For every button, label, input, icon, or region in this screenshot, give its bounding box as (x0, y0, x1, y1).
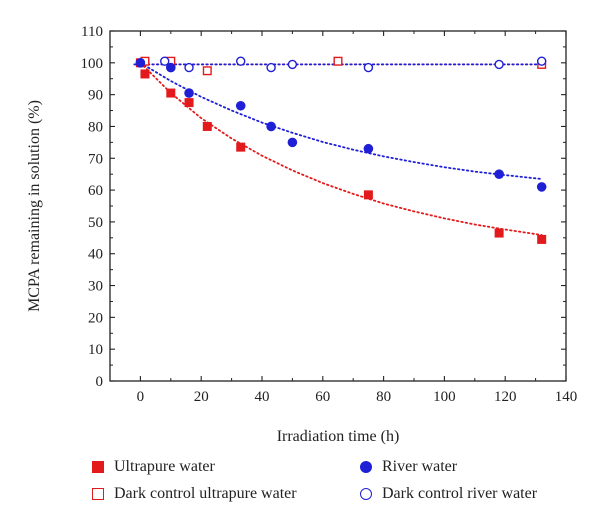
x-tick-label: 80 (376, 389, 391, 405)
data-point (266, 121, 276, 132)
data-point (333, 56, 343, 66)
plot-area-frame (109, 30, 567, 382)
x-tick-label: 40 (255, 389, 270, 405)
data-point (494, 169, 504, 179)
x-tick-label: 140 (555, 389, 578, 405)
data-point (287, 59, 298, 70)
data-point (140, 69, 150, 79)
y-tick-label: 90 (88, 88, 103, 104)
y-tick-label: 0 (96, 374, 104, 390)
data-point (184, 98, 194, 108)
data-point (287, 137, 298, 148)
data-point (536, 182, 547, 192)
data-point (236, 142, 246, 152)
data-point (363, 190, 373, 200)
data-point (202, 66, 212, 76)
x-tick-label: 20 (194, 389, 209, 405)
x-tick-label: 60 (315, 389, 330, 405)
data-point (266, 62, 276, 73)
data-point (160, 56, 170, 66)
y-tick-label: 100 (81, 56, 104, 72)
data-point (536, 56, 547, 66)
y-tick-label: 50 (88, 215, 103, 231)
y-tick-label: 70 (88, 151, 103, 167)
y-tick-label: 20 (88, 310, 103, 326)
data-point (236, 56, 246, 66)
data-point (135, 58, 146, 68)
data-point (184, 88, 194, 98)
data-point (363, 143, 374, 154)
axis-ticks: 0 20 40 60 80 100 120 140 0 10 20 30 40 50 60 70 80 90 100… (81, 24, 578, 405)
data-point (184, 62, 194, 73)
y-tick-label: 10 (88, 342, 103, 358)
x-tick-label: 0 (137, 389, 145, 405)
y-tick-label: 60 (88, 183, 103, 199)
x-axis-title: Irradiation time (h) (277, 428, 400, 445)
data-point (202, 121, 212, 131)
x-tick-label: 100 (433, 389, 456, 405)
data-point (494, 59, 504, 70)
data-point (494, 228, 504, 238)
data-point (166, 62, 176, 73)
y-tick-label: 40 (88, 247, 103, 263)
data-point (537, 234, 547, 244)
y-axis-title: MCPA remaining in solution (%) (26, 100, 43, 312)
data-point (166, 88, 176, 98)
y-tick-label: 30 (88, 279, 103, 295)
y-tick-label: 80 (88, 119, 103, 135)
data-point (363, 62, 374, 73)
y-tick-label: 110 (81, 24, 103, 40)
data-points (135, 56, 547, 244)
fit-curve (139, 61, 543, 180)
x-tick-label: 120 (494, 389, 517, 405)
data-point (235, 100, 246, 111)
fit-curve (139, 61, 543, 236)
fit-curves (133, 61, 543, 236)
